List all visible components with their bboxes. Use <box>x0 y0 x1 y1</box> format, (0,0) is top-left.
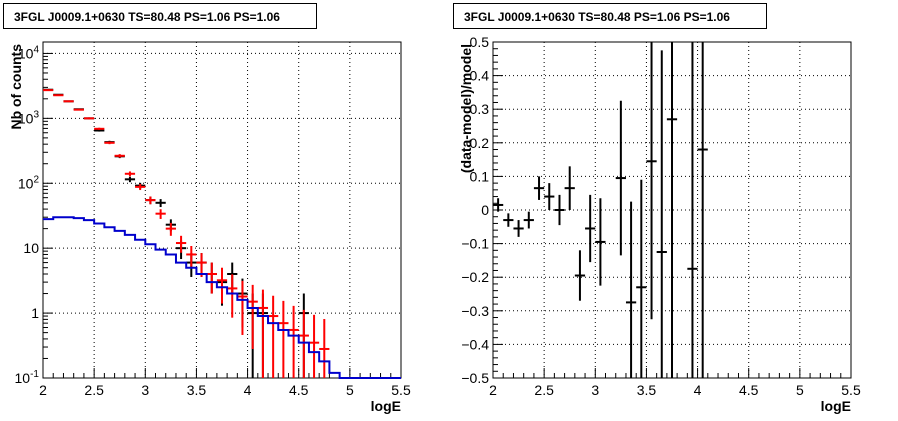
data-series <box>43 88 309 378</box>
y-tick-label: 102 <box>18 174 40 191</box>
x-tick-label: 3 <box>591 382 599 398</box>
y-tick-label: 10-1 <box>15 369 40 386</box>
left-plot: 2 2.5 3 3.5 4 4.5 5 5.5 10-1 1 10 102 103 104 logE Nb o… <box>8 41 411 414</box>
x-tick-label: 5 <box>346 382 354 398</box>
y-tick-label: 0.5 <box>470 34 490 50</box>
y-tick-label: 10 <box>23 240 39 256</box>
x-tick-label: 2 <box>489 382 497 398</box>
right-plot-title: 3FGL J0009.1+0630 TS=80.48 PS=1.06 PS=1.… <box>453 3 767 29</box>
y-tick-label: 0.2 <box>470 135 490 151</box>
y-tick-label: −0.5 <box>461 370 489 386</box>
x-tick-label: 3 <box>141 382 149 398</box>
y-tick-label: 0.4 <box>470 68 490 84</box>
y-tick-label: −0.4 <box>461 336 489 352</box>
x-tick-label: 4.5 <box>739 382 759 398</box>
y-axis-title: Nb of counts <box>8 44 24 130</box>
y-tick-label: 1 <box>31 305 39 321</box>
y-tick-label: −0.1 <box>461 236 489 252</box>
x-tick-label: 4.5 <box>289 382 309 398</box>
y-tick-label: 0.3 <box>470 101 490 117</box>
x-tick-label: 5 <box>796 382 804 398</box>
residual-series <box>493 42 708 378</box>
model-counts-series <box>43 89 330 378</box>
x-axis-title: logE <box>821 398 851 414</box>
x-tick-label: 3.5 <box>637 382 657 398</box>
x-tick-label: 2 <box>39 382 47 398</box>
x-tick-label: 5.5 <box>391 382 411 398</box>
model-step-line <box>43 216 401 379</box>
y-axis-title: (data-model)/model <box>458 44 474 173</box>
left-plot-title: 3FGL J0009.1+0630 TS=80.48 PS=1.06 PS=1.… <box>3 3 317 29</box>
right-plot: 2 2.5 3 3.5 4 4.5 5 5.5 −0.5 −0.4 −0.3 −0.2 −0.1 0 0.1… <box>458 34 861 414</box>
x-tick-label: 3.5 <box>187 382 207 398</box>
y-tick-label: 104 <box>18 44 40 61</box>
x-tick-label: 2.5 <box>84 382 104 398</box>
y-tick-label: −0.2 <box>461 269 489 285</box>
x-tick-label: 5.5 <box>841 382 861 398</box>
y-tick-label: −0.3 <box>461 303 489 319</box>
y-tick-label: 0.1 <box>470 168 490 184</box>
y-tick-label: 103 <box>18 109 40 126</box>
left-plot-frame <box>42 41 402 379</box>
y-tick-label: 0 <box>481 202 489 218</box>
x-tick-label: 2.5 <box>534 382 554 398</box>
x-tick-label: 4 <box>694 382 702 398</box>
x-tick-label: 4 <box>244 382 252 398</box>
x-axis-title: logE <box>371 398 401 414</box>
